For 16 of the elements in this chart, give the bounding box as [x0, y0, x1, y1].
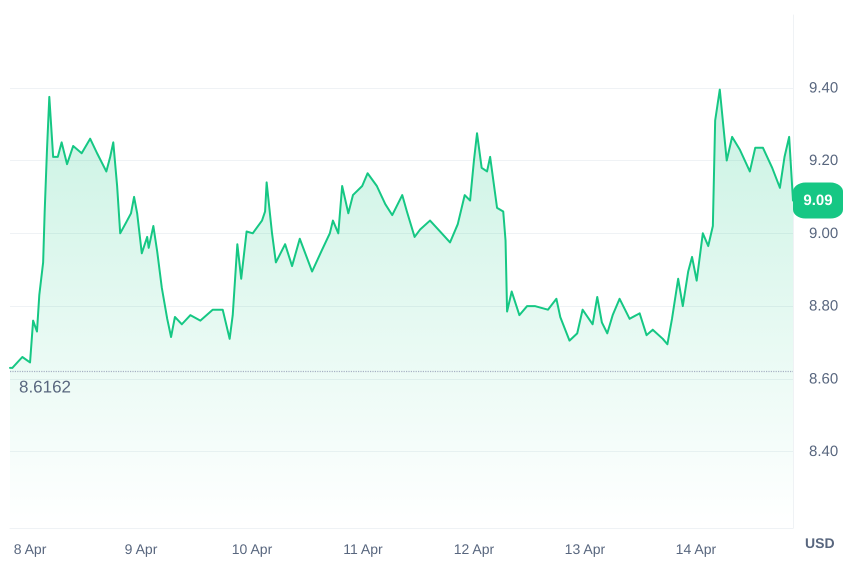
y-tick-label: 8.60 [809, 370, 838, 388]
y-axis-title: USD [805, 535, 835, 551]
x-tick-label: 14 Apr [676, 541, 716, 557]
y-tick-label: 9.40 [809, 79, 838, 96]
y-tick-label: 9.20 [809, 152, 838, 170]
x-tick-label: 13 Apr [564, 541, 606, 557]
ref-line-label: 8.6162 [19, 378, 71, 397]
x-tick-label: 8 Apr [14, 541, 47, 557]
x-tick-label: 10 Apr [232, 541, 273, 557]
x-tick-label: 9 Apr [124, 541, 158, 557]
y-tick-label: 8.40 [809, 443, 838, 460]
y-tick-label: 9.00 [809, 224, 838, 242]
x-tick-label: 12 Apr [454, 541, 495, 557]
annotation: 9.09 [803, 192, 833, 210]
y-tick-label: 8.80 [809, 298, 838, 315]
x-tick-label: 11 Apr [343, 541, 384, 557]
